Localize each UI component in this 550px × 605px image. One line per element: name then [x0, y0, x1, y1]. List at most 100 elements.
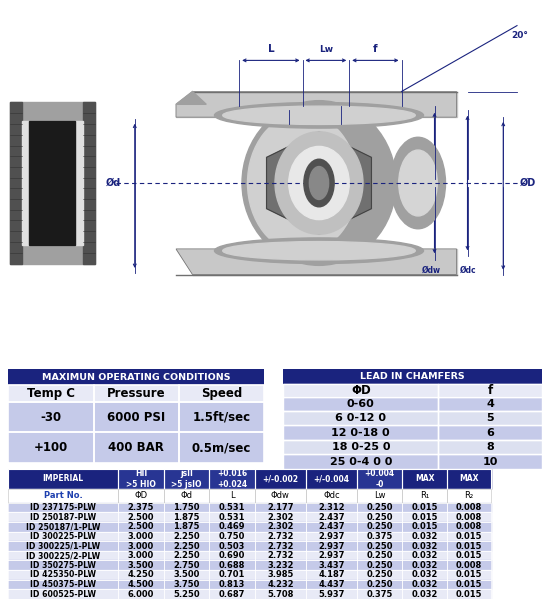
Bar: [8, 551, 118, 560]
Text: 2.375: 2.375: [128, 503, 154, 512]
Text: R₁: R₁: [420, 491, 429, 500]
Ellipse shape: [309, 166, 329, 200]
Text: 0.015: 0.015: [411, 522, 438, 531]
Text: ΦD: ΦD: [134, 491, 147, 500]
Text: 4.187: 4.187: [318, 571, 345, 580]
Text: IMPERIAL: IMPERIAL: [43, 474, 84, 483]
Text: 0.008: 0.008: [456, 512, 482, 522]
Text: +0.004
-0: +0.004 -0: [365, 469, 395, 489]
Text: 3.750: 3.750: [173, 580, 200, 589]
Text: 0.015: 0.015: [411, 503, 438, 512]
Bar: [447, 469, 491, 489]
Text: 0.250: 0.250: [366, 571, 393, 580]
Text: 0.250: 0.250: [366, 551, 393, 560]
Bar: [94, 433, 179, 463]
Bar: [8, 489, 118, 503]
Ellipse shape: [304, 159, 334, 207]
Text: LEAD IN CHAMFERS: LEAD IN CHAMFERS: [360, 372, 465, 381]
Bar: [8, 541, 118, 551]
Text: 3.500: 3.500: [173, 571, 200, 580]
Text: ID 300225/2-PLW: ID 300225/2-PLW: [26, 551, 100, 560]
Bar: [447, 503, 491, 512]
Bar: [210, 589, 255, 599]
Text: 2.437: 2.437: [318, 512, 345, 522]
Bar: [306, 522, 357, 532]
Text: 3.500: 3.500: [128, 561, 154, 570]
Text: 2.937: 2.937: [318, 551, 344, 560]
Bar: [10, 102, 95, 264]
Text: 400 BAR: 400 BAR: [108, 441, 164, 454]
Text: 3.000: 3.000: [128, 551, 154, 560]
Bar: [403, 580, 447, 589]
Text: 2.302: 2.302: [267, 512, 294, 522]
Text: f: f: [487, 384, 493, 396]
Text: ID 450375-PLW: ID 450375-PLW: [30, 580, 96, 589]
Bar: [283, 425, 438, 440]
Bar: [306, 570, 357, 580]
Text: 5.708: 5.708: [267, 590, 294, 598]
Bar: [403, 469, 447, 489]
Bar: [306, 489, 357, 503]
Text: 0.032: 0.032: [411, 590, 438, 598]
Text: -30: -30: [40, 411, 62, 423]
Bar: [164, 503, 210, 512]
Text: 0.687: 0.687: [219, 590, 245, 598]
Text: 0-60: 0-60: [347, 399, 375, 409]
Bar: [306, 541, 357, 551]
Text: 2.937: 2.937: [318, 532, 344, 541]
Bar: [118, 489, 164, 503]
Bar: [255, 532, 306, 541]
Bar: [118, 522, 164, 532]
Bar: [164, 522, 210, 532]
Bar: [403, 589, 447, 599]
Bar: [283, 369, 542, 384]
Bar: [357, 503, 403, 512]
Text: Temp C: Temp C: [27, 387, 75, 400]
Bar: [210, 512, 255, 522]
Text: 2.177: 2.177: [267, 503, 294, 512]
Text: 0.469: 0.469: [219, 522, 245, 531]
Text: 1.875: 1.875: [173, 522, 200, 531]
Text: R₂: R₂: [464, 491, 474, 500]
Bar: [447, 512, 491, 522]
Text: ID 600525-PLW: ID 600525-PLW: [30, 590, 96, 598]
Bar: [438, 440, 542, 454]
Bar: [255, 522, 306, 532]
Text: 2.500: 2.500: [128, 512, 154, 522]
Text: ΦD: ΦD: [351, 384, 371, 396]
Text: ØD: ØD: [520, 178, 536, 188]
Text: 2.250: 2.250: [173, 532, 200, 541]
Polygon shape: [176, 91, 456, 117]
Text: 2.732: 2.732: [267, 551, 294, 560]
Bar: [447, 560, 491, 570]
Bar: [179, 402, 264, 433]
Text: L: L: [267, 44, 274, 54]
Bar: [403, 560, 447, 570]
Bar: [357, 522, 403, 532]
Text: MAX: MAX: [459, 474, 478, 483]
Ellipse shape: [214, 102, 424, 128]
Bar: [255, 551, 306, 560]
Text: 0.008: 0.008: [456, 503, 482, 512]
Polygon shape: [176, 91, 206, 104]
Text: 5.937: 5.937: [318, 590, 344, 598]
Bar: [447, 541, 491, 551]
Bar: [8, 503, 118, 512]
Text: 2.250: 2.250: [173, 551, 200, 560]
Text: 0.250: 0.250: [366, 512, 393, 522]
Text: ID 300225/1-PLW: ID 300225/1-PLW: [26, 541, 100, 551]
Text: 4.437: 4.437: [318, 580, 345, 589]
Bar: [179, 433, 264, 463]
Text: 0.008: 0.008: [456, 561, 482, 570]
Bar: [22, 121, 82, 245]
Bar: [306, 560, 357, 570]
Bar: [164, 489, 210, 503]
Text: f: f: [373, 44, 378, 54]
Text: 0.375: 0.375: [366, 532, 393, 541]
Bar: [8, 512, 118, 522]
Text: 0.015: 0.015: [455, 551, 482, 560]
Bar: [8, 385, 94, 402]
Text: 3.985: 3.985: [267, 571, 294, 580]
Bar: [164, 589, 210, 599]
Text: 2.302: 2.302: [267, 522, 294, 531]
